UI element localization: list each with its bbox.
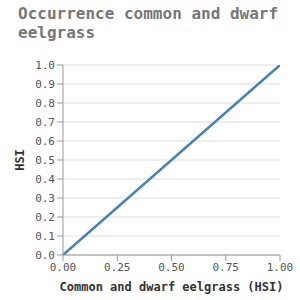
svg-text:0.7: 0.7: [35, 116, 55, 129]
svg-text:0.50: 0.50: [158, 261, 185, 274]
svg-text:0.9: 0.9: [35, 78, 55, 91]
svg-text:0.2: 0.2: [35, 211, 55, 224]
svg-text:0.75: 0.75: [213, 261, 240, 274]
svg-text:0.3: 0.3: [35, 192, 55, 205]
svg-text:1.0: 1.0: [35, 59, 55, 72]
svg-text:HSI: HSI: [13, 149, 27, 171]
html-text:Occurrence common and dwarf ee: Occurrence common and dwarf eelgrass: [18, 4, 279, 42]
svg-text:0.8: 0.8: [35, 97, 55, 110]
svg-text:1.00: 1.00: [267, 261, 292, 274]
svg-text:0.6: 0.6: [35, 135, 55, 148]
svg-text:Common and dwarf eelgrass (HSI: Common and dwarf eelgrass (HSI): [60, 280, 284, 294]
svg-text:0.1: 0.1: [35, 230, 55, 243]
svg-text:0.4: 0.4: [35, 173, 55, 186]
svg-text:0.0: 0.0: [35, 249, 55, 262]
svg-text:0.00: 0.00: [50, 261, 77, 274]
svg-text:0.5: 0.5: [35, 154, 55, 167]
svg-text:0.25: 0.25: [104, 261, 131, 274]
